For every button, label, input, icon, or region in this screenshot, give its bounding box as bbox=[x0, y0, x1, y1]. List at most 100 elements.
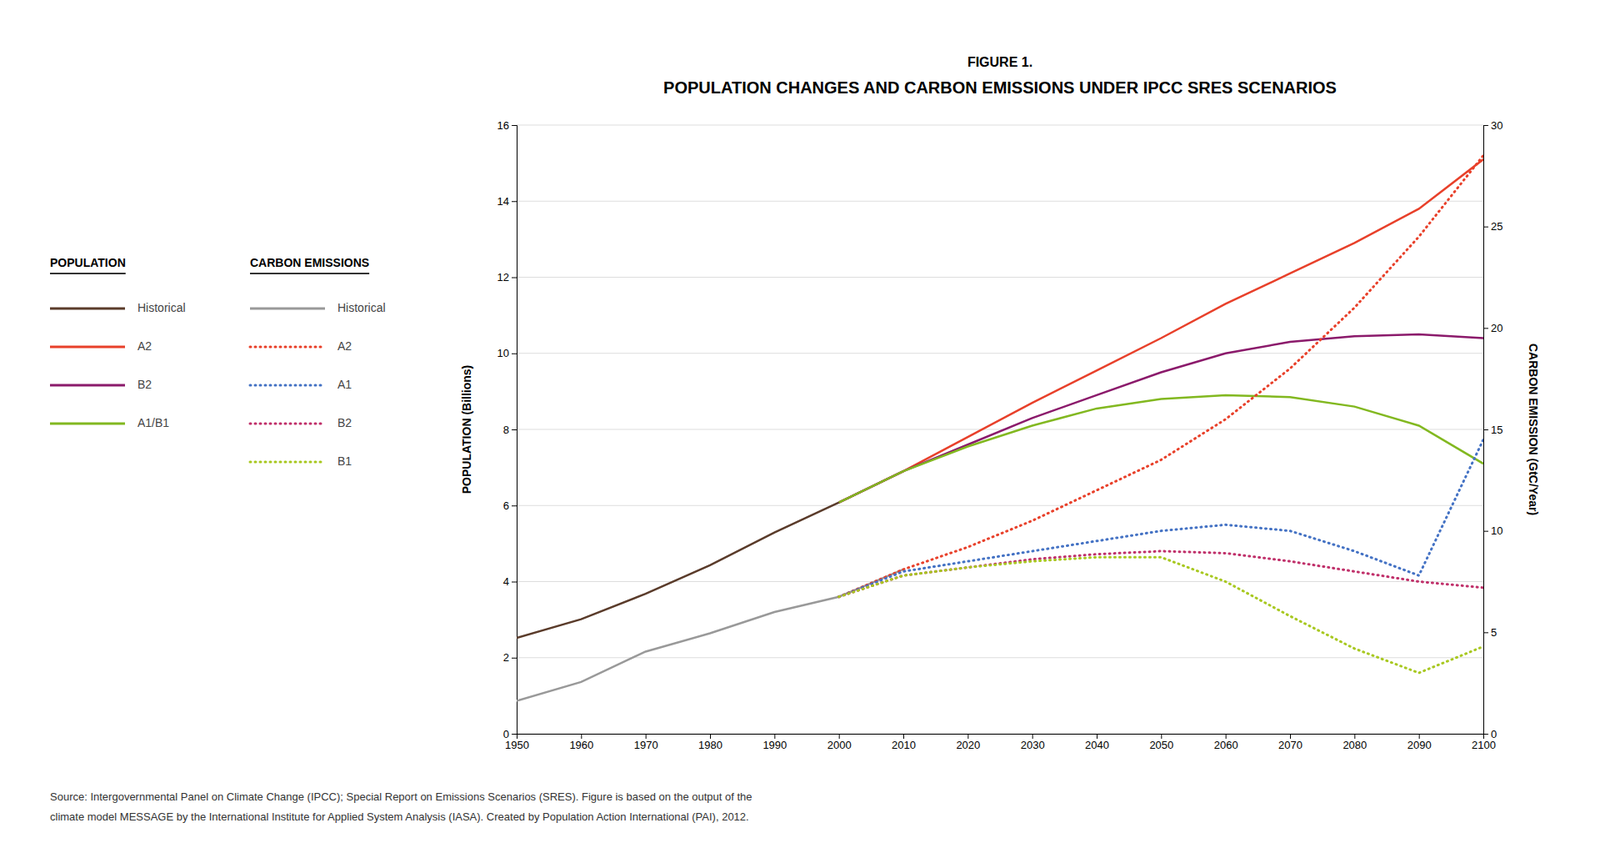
tick-label: 6 bbox=[503, 499, 510, 512]
tick-label: 2010 bbox=[891, 738, 916, 751]
tick-label: 1960 bbox=[569, 738, 594, 751]
grid-line bbox=[516, 276, 1484, 278]
grid-line bbox=[516, 429, 1484, 430]
legend-label: A2 bbox=[337, 339, 352, 353]
tick-mark bbox=[903, 733, 905, 739]
tick-label: 2040 bbox=[1085, 738, 1110, 751]
grid-line bbox=[516, 580, 1484, 582]
legend-swatch bbox=[50, 345, 125, 349]
tick-label: 30 bbox=[1490, 119, 1503, 132]
tick-mark bbox=[511, 581, 517, 583]
tick: 25 bbox=[1483, 220, 1503, 233]
tick: 2040 bbox=[1085, 733, 1110, 751]
tick-mark bbox=[1419, 733, 1420, 739]
subtitle: POPULATION CHANGES AND CARBON EMISSIONS … bbox=[663, 78, 1337, 97]
tick-label: 2000 bbox=[827, 738, 852, 751]
legend-label: A1/B1 bbox=[137, 415, 170, 430]
tick-label: 2090 bbox=[1407, 738, 1432, 751]
tick-label: 2070 bbox=[1278, 738, 1303, 751]
tick-mark bbox=[1483, 429, 1489, 430]
tick: 2060 bbox=[1214, 733, 1239, 751]
tick-label: 2020 bbox=[955, 738, 980, 751]
tick: 2050 bbox=[1149, 733, 1174, 751]
grid-line bbox=[516, 505, 1484, 506]
tick-label: 12 bbox=[497, 270, 510, 284]
legend-swatch bbox=[250, 460, 325, 464]
tick: 2070 bbox=[1278, 733, 1303, 751]
tick: 1990 bbox=[762, 733, 787, 751]
tick: 2030 bbox=[1020, 733, 1045, 751]
annotations: Source: Intergovernmental Panel on Clima… bbox=[50, 790, 753, 823]
tick-label: 1950 bbox=[505, 738, 530, 751]
legend-swatch bbox=[50, 384, 125, 387]
series-line bbox=[839, 395, 1484, 503]
tick: 1980 bbox=[698, 733, 723, 751]
grid-line bbox=[516, 125, 1484, 126]
legend-swatch bbox=[50, 422, 125, 425]
tick-label: 1970 bbox=[634, 738, 659, 751]
tick-mark bbox=[1483, 733, 1489, 735]
x-axis: 1950 1960 1970 1980 1990 2000 2010 2020 2030 2040… bbox=[505, 733, 1496, 751]
legend-title-underline bbox=[250, 272, 370, 275]
tick-mark bbox=[511, 429, 517, 430]
y2-axis-title: CARBON EMISSION (GtC/Year) bbox=[1526, 343, 1540, 515]
legend-swatch bbox=[250, 422, 325, 425]
tick: 14 bbox=[497, 195, 517, 208]
tick-label: 1980 bbox=[698, 738, 723, 751]
axis-line bbox=[511, 125, 518, 735]
tick-label: 25 bbox=[1490, 220, 1503, 233]
tick-mark bbox=[1483, 327, 1489, 329]
axis-line bbox=[517, 734, 1485, 740]
tick-label: 5 bbox=[1490, 625, 1497, 639]
legend-title: CARBON EMISSIONS bbox=[250, 255, 370, 270]
tick-label: 15 bbox=[1490, 423, 1503, 436]
grid-line bbox=[516, 200, 1484, 202]
tick: 2080 bbox=[1342, 733, 1367, 751]
legend-label: Historical bbox=[337, 300, 386, 315]
tick-label: 0 bbox=[1490, 727, 1497, 740]
grid-line bbox=[516, 352, 1484, 354]
tick: 2010 bbox=[891, 733, 916, 751]
tick-label: 2030 bbox=[1020, 738, 1045, 751]
tick: 12 bbox=[497, 270, 517, 284]
tick-mark bbox=[1483, 631, 1489, 633]
tick-label: 2 bbox=[503, 650, 510, 664]
grid bbox=[516, 125, 1484, 734]
series-line bbox=[516, 470, 904, 638]
tick: 1960 bbox=[569, 733, 594, 751]
legend-swatch bbox=[250, 307, 325, 310]
tick-label: 2100 bbox=[1471, 738, 1496, 751]
grid-line bbox=[516, 656, 1484, 658]
tick-mark bbox=[511, 125, 517, 126]
y-axis-title: POPULATION (Billions) bbox=[460, 365, 474, 495]
tick-label: 16 bbox=[497, 119, 510, 132]
tick: 2090 bbox=[1407, 733, 1432, 751]
tick-mark bbox=[511, 277, 517, 279]
tick: 2 bbox=[503, 650, 517, 664]
series-line bbox=[839, 159, 1484, 503]
tick: 16 bbox=[497, 119, 517, 132]
tick-mark bbox=[580, 733, 582, 739]
tick: 5 bbox=[1483, 625, 1497, 639]
tick: 0 bbox=[503, 727, 517, 740]
tick-mark bbox=[1483, 530, 1489, 532]
tick-label: 8 bbox=[503, 423, 510, 436]
legend: POPULATIONHistoricalA2B2A1/B1CARBON EMIS… bbox=[50, 255, 386, 468]
tick: 15 bbox=[1483, 423, 1503, 436]
legend-label: B2 bbox=[337, 415, 352, 430]
axis-line bbox=[1484, 125, 1490, 735]
tick: 30 bbox=[1483, 119, 1503, 132]
tick: 0 bbox=[1483, 727, 1497, 740]
title: FIGURE 1. bbox=[967, 55, 1033, 70]
series-line bbox=[839, 556, 1484, 673]
tick: 4 bbox=[503, 575, 517, 588]
tick-label: 2080 bbox=[1342, 738, 1367, 751]
series-line bbox=[839, 334, 1484, 503]
tick-label: 0 bbox=[503, 727, 510, 740]
tick-label: 10 bbox=[497, 346, 510, 360]
chart: 1950196019701980199020002010202020302040… bbox=[0, 0, 1600, 858]
legend-label: A2 bbox=[137, 339, 152, 353]
annotation: Source: Intergovernmental Panel on Clima… bbox=[50, 790, 753, 803]
legend-swatch bbox=[250, 345, 325, 349]
tick-mark bbox=[511, 200, 517, 202]
